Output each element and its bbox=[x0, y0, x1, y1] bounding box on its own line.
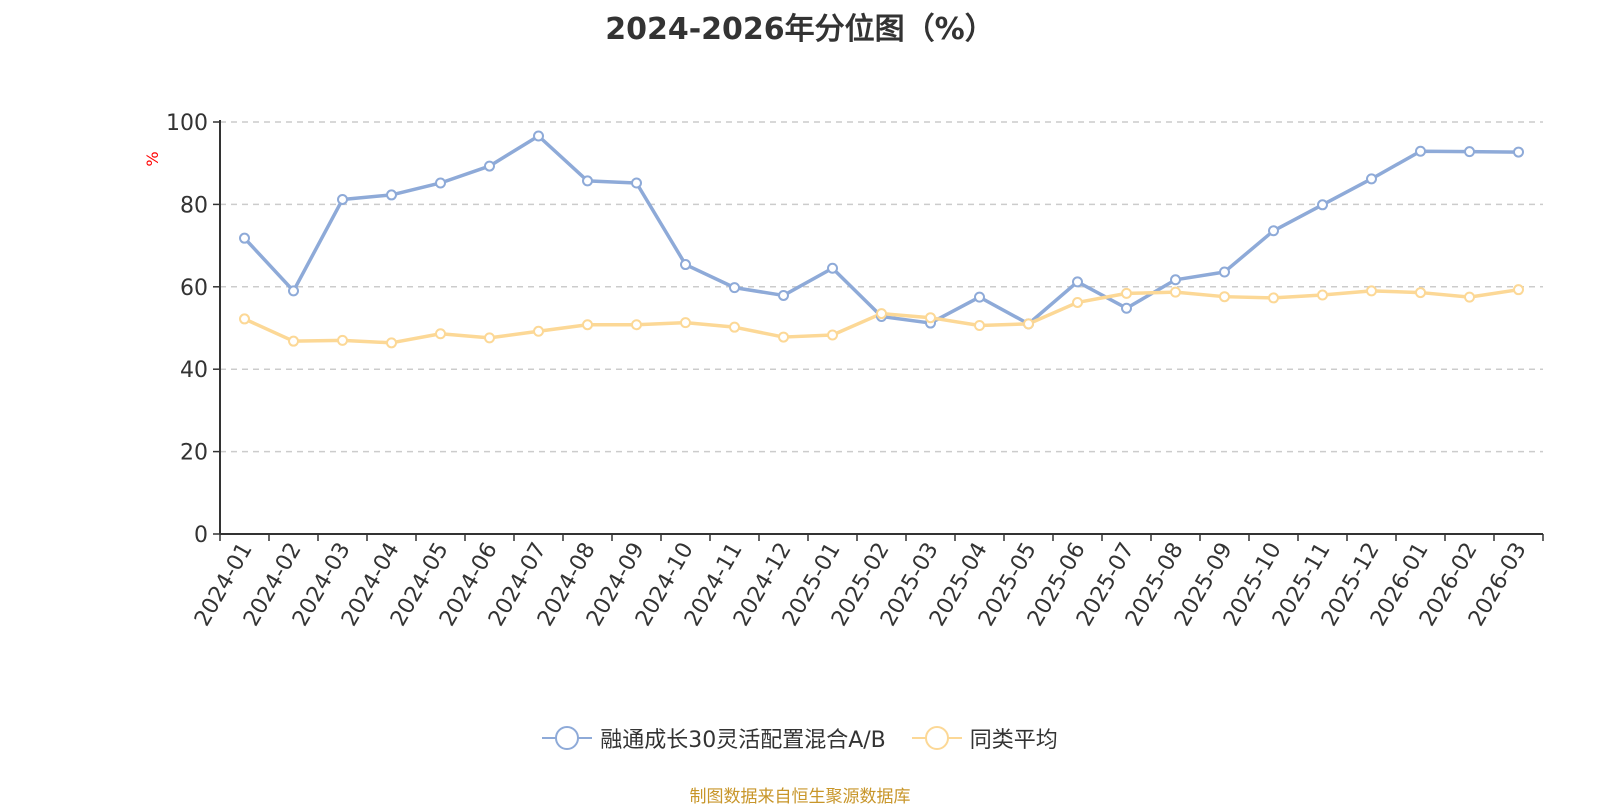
series-1-point-13[interactable] bbox=[876, 308, 887, 320]
series-0-point-6[interactable] bbox=[533, 130, 544, 142]
y-tick-label-2: 40 bbox=[180, 358, 208, 383]
chart-title: 2024-2026年分位图（%） bbox=[605, 12, 995, 47]
series-0-point-23[interactable] bbox=[1366, 173, 1377, 185]
series-0-point-21[interactable] bbox=[1268, 225, 1279, 237]
series-1-point-20[interactable] bbox=[1219, 291, 1230, 303]
legend-circle-icon-1 bbox=[924, 726, 949, 750]
series-1-point-5[interactable] bbox=[484, 332, 495, 344]
series-1-point-17[interactable] bbox=[1072, 296, 1083, 308]
series-1-point-12[interactable] bbox=[827, 329, 838, 341]
series-0-point-0[interactable] bbox=[239, 232, 250, 244]
x-axis: 2024-012024-022024-032024-042024-052024-… bbox=[190, 533, 1544, 631]
y-tick-label-3: 60 bbox=[180, 276, 208, 301]
series-0-point-19[interactable] bbox=[1170, 274, 1181, 286]
series-1-point-4[interactable] bbox=[435, 328, 446, 340]
series-0-point-24[interactable] bbox=[1415, 145, 1426, 157]
series-0-point-2[interactable] bbox=[337, 193, 348, 205]
series-1-point-8[interactable] bbox=[631, 319, 642, 331]
series-1-point-2[interactable] bbox=[337, 334, 348, 346]
legend-label-series-1: 同类平均 bbox=[969, 728, 1058, 753]
series-0-point-7[interactable] bbox=[582, 175, 593, 187]
series-0-point-15[interactable] bbox=[974, 291, 985, 303]
series-0-point-26[interactable] bbox=[1513, 146, 1524, 158]
series-0-point-12[interactable] bbox=[827, 262, 838, 274]
series-0-point-3[interactable] bbox=[386, 189, 397, 201]
legend-label-series-0: 融通成长30灵活配置混合A/B bbox=[600, 728, 886, 753]
series-0-point-5[interactable] bbox=[484, 160, 495, 172]
series-1-point-0[interactable] bbox=[239, 313, 250, 325]
series-layer bbox=[239, 130, 1524, 349]
series-1-point-3[interactable] bbox=[386, 337, 397, 349]
series-0-point-10[interactable] bbox=[729, 282, 740, 294]
y-tick-label-4: 80 bbox=[180, 193, 208, 218]
series-1-point-9[interactable] bbox=[680, 317, 691, 329]
series-0-point-17[interactable] bbox=[1072, 276, 1083, 288]
series-1-point-26[interactable] bbox=[1513, 284, 1524, 296]
series-1-point-14[interactable] bbox=[925, 312, 936, 324]
series-1-point-21[interactable] bbox=[1268, 292, 1279, 304]
series-1-point-7[interactable] bbox=[582, 319, 593, 331]
series-0-point-20[interactable] bbox=[1219, 266, 1230, 278]
series-1-point-25[interactable] bbox=[1464, 291, 1475, 303]
series-1-point-16[interactable] bbox=[1023, 318, 1034, 330]
legend-marker-series-1 bbox=[911, 725, 962, 751]
series-1-point-23[interactable] bbox=[1366, 285, 1377, 297]
series-0-point-11[interactable] bbox=[778, 289, 789, 301]
legend-circle-icon-0 bbox=[555, 726, 580, 750]
series-0-point-4[interactable] bbox=[435, 177, 446, 189]
y-tick-label-1: 20 bbox=[180, 441, 208, 466]
series-1-point-15[interactable] bbox=[974, 320, 985, 332]
legend-item-series-1[interactable]: 同类平均 bbox=[911, 722, 1058, 754]
series-1-point-18[interactable] bbox=[1121, 287, 1132, 299]
series-1-point-1[interactable] bbox=[288, 335, 299, 347]
y-tick-label-5: 100 bbox=[166, 111, 208, 136]
series-1-point-19[interactable] bbox=[1170, 286, 1181, 298]
series-1-point-11[interactable] bbox=[778, 331, 789, 343]
series-1-point-24[interactable] bbox=[1415, 287, 1426, 299]
series-0-point-18[interactable] bbox=[1121, 302, 1132, 314]
series-1-point-6[interactable] bbox=[533, 325, 544, 337]
series-0-point-9[interactable] bbox=[680, 259, 691, 271]
series-0-point-8[interactable] bbox=[631, 177, 642, 189]
series-0-point-22[interactable] bbox=[1317, 199, 1328, 211]
series-1-point-10[interactable] bbox=[729, 321, 740, 333]
legend-item-series-0[interactable]: 融通成长30灵活配置混合A/B bbox=[542, 722, 886, 754]
line-chart: 0 20 40 60 80 100 2024-012024-022024-032024-0… bbox=[143, 111, 1544, 631]
series-0-point-1[interactable] bbox=[288, 285, 299, 297]
y-tick-label-0: 0 bbox=[194, 523, 208, 548]
legend: 融通成长30灵活配置混合A/B 同类平均 bbox=[0, 722, 1600, 754]
grid-lines bbox=[220, 121, 1543, 453]
legend-marker-series-0 bbox=[542, 725, 593, 751]
data-source-note: 制图数据来自恒生聚源数据库 bbox=[689, 787, 911, 807]
y-axis: 0 20 40 60 80 100 bbox=[166, 111, 221, 548]
y-axis-label: % bbox=[143, 151, 162, 166]
series-1-point-22[interactable] bbox=[1317, 289, 1328, 301]
series-0-point-25[interactable] bbox=[1464, 146, 1475, 158]
